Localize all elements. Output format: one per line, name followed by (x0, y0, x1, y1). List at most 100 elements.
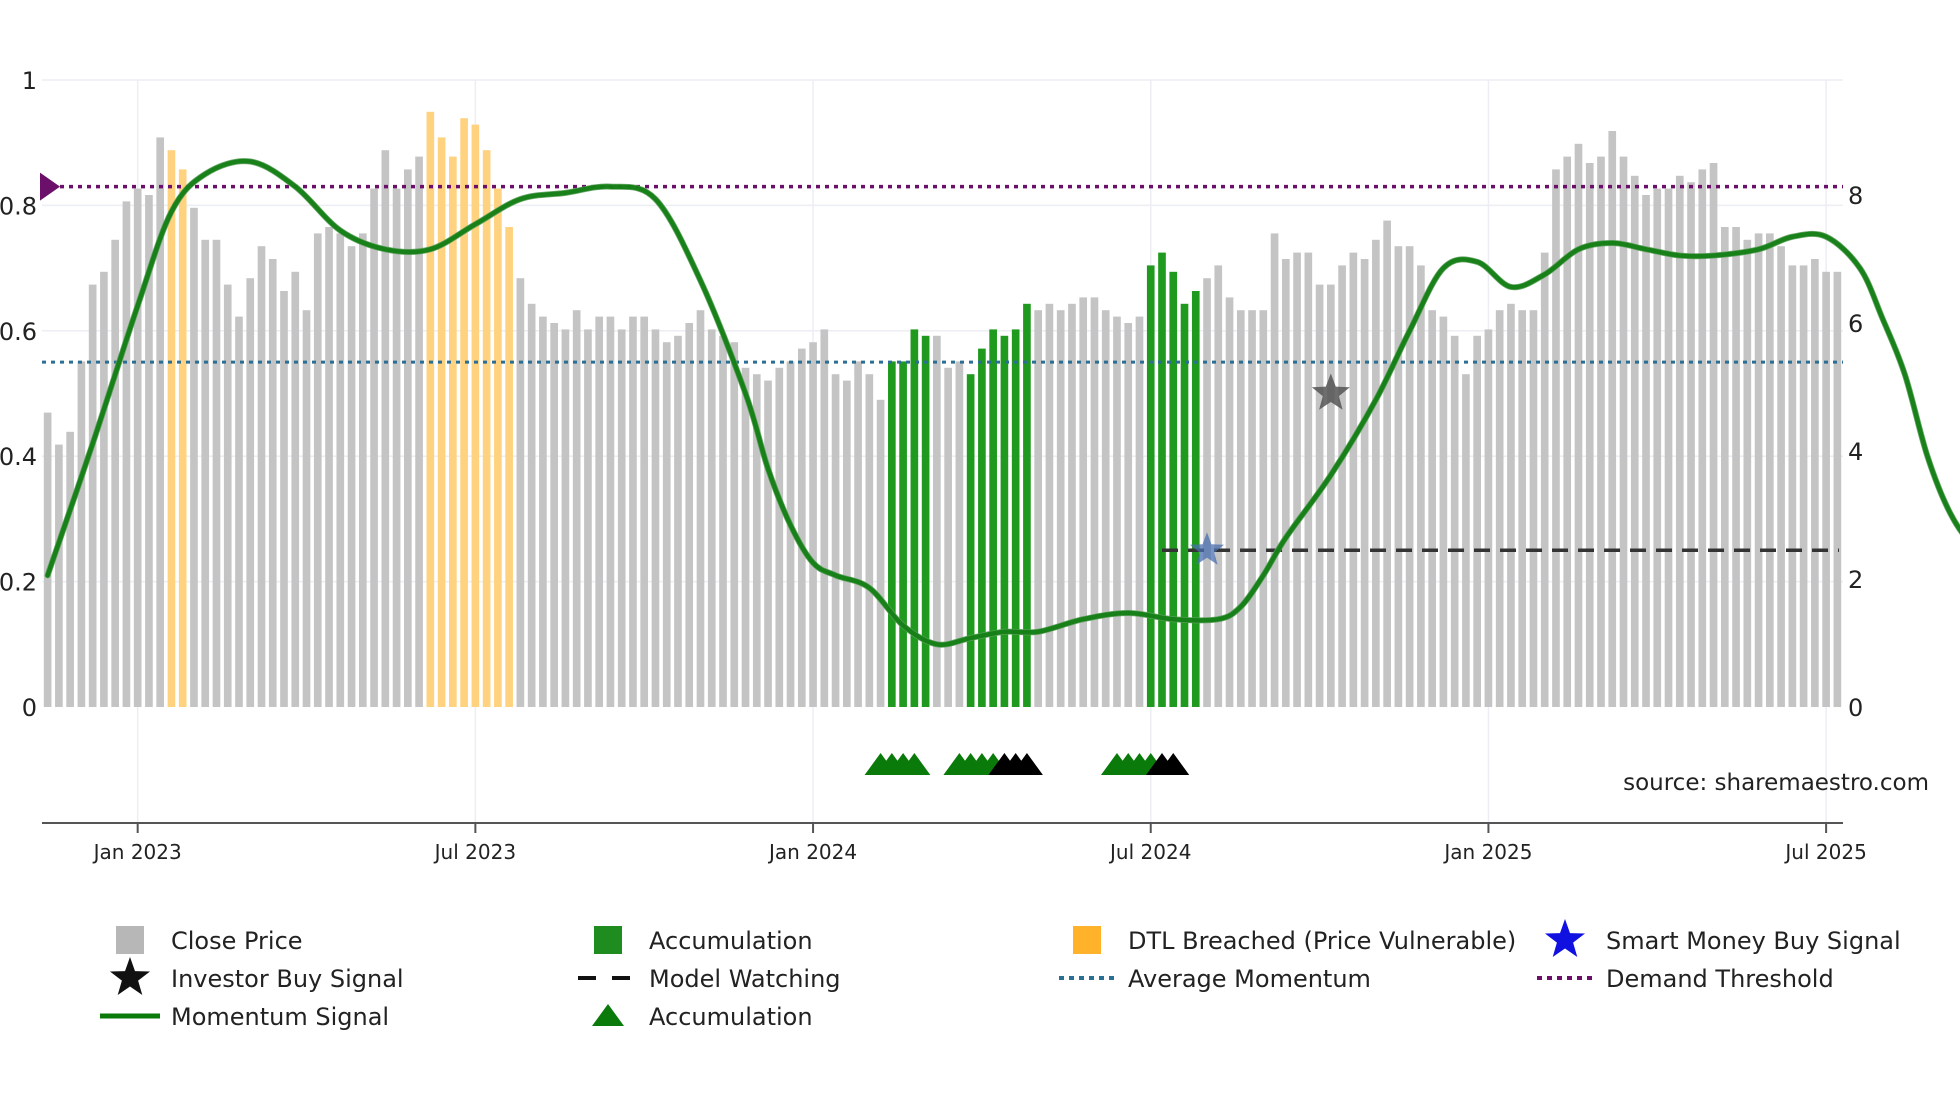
price-bar (1327, 284, 1335, 707)
price-bar (595, 316, 604, 707)
price-bar (122, 201, 131, 707)
price-bar (741, 367, 750, 707)
price-bar (629, 316, 637, 707)
price-bar (775, 367, 784, 707)
price-bar (1124, 323, 1133, 707)
x-tick-label: Jan 2023 (92, 840, 182, 864)
price-bar (370, 188, 378, 708)
price-bar (1540, 252, 1549, 707)
x-tick-label: Jan 2025 (1442, 840, 1532, 864)
legend-label: Accumulation (649, 1003, 813, 1031)
price-bar (404, 169, 412, 707)
left-tick-label: 0.6 (0, 318, 37, 346)
price-bar (1833, 271, 1842, 707)
price-bar (674, 335, 682, 707)
legend-item: Close Price (116, 926, 303, 955)
price-bar (786, 361, 795, 707)
right-tick-label: 8 (1848, 182, 1863, 210)
price-bar (268, 259, 277, 707)
left-tick-label: 1 (22, 67, 37, 95)
legend-label: DTL Breached (Price Vulnerable) (1128, 927, 1516, 955)
price-bar (764, 380, 772, 707)
right-tick-label: 6 (1848, 310, 1863, 338)
price-bar (1259, 310, 1268, 707)
price-bar (978, 348, 986, 707)
price-bar (1000, 335, 1009, 707)
price-bar (1743, 239, 1752, 708)
price-bar (1462, 374, 1470, 707)
source-note: source: sharemaestro.com (1623, 770, 1929, 796)
x-tick-label: Jan 2024 (767, 840, 857, 864)
price-bar (854, 361, 862, 707)
price-bar (1642, 195, 1650, 707)
price-bar (325, 227, 333, 707)
x-tick-label: Jul 2023 (433, 840, 516, 864)
price-bar (707, 329, 716, 707)
price-bar (606, 316, 615, 707)
price-bar (1664, 188, 1673, 708)
price-bar (471, 124, 480, 708)
price-bar (1090, 297, 1099, 707)
price-bar (809, 342, 817, 707)
price-bar (1383, 220, 1391, 707)
price-bar (1608, 131, 1617, 707)
price-bar (1169, 271, 1178, 707)
price-bar (55, 444, 63, 707)
x-tick-label: Jul 2025 (1783, 840, 1866, 864)
right-axis-ticks: 0 2 4 6 8 (1848, 182, 1863, 722)
price-bar (1788, 265, 1797, 707)
legend-star-icon (1545, 919, 1585, 957)
price-bar (1101, 310, 1110, 707)
price-bar (1495, 310, 1504, 707)
legend-label: Investor Buy Signal (171, 965, 404, 993)
price-bar (550, 323, 558, 707)
legend-label: Momentum Signal (171, 1003, 389, 1031)
price-bar (1518, 310, 1527, 707)
price-bar (133, 188, 142, 708)
price-bar (336, 233, 345, 707)
left-tick-label: 0.4 (0, 443, 37, 471)
price-bar (1248, 310, 1256, 707)
price-bar (1191, 291, 1200, 707)
legend-item: Accumulation (594, 926, 813, 955)
price-bar (145, 195, 153, 707)
x-axis-ticks: Jan 2023 Jul 2023 Jan 2024 Jul 2024 Jan 2025… (92, 840, 1867, 864)
price-bar (1304, 252, 1313, 707)
price-bar (178, 169, 187, 707)
legend-triangle-icon (592, 1004, 624, 1026)
price-bar (449, 156, 457, 708)
legend-star-icon (110, 957, 150, 995)
price-bar (1146, 265, 1155, 707)
legend-label: Close Price (171, 927, 303, 955)
price-bar (280, 291, 288, 707)
gridlines (42, 79, 1843, 823)
price-bar (1687, 182, 1695, 707)
accumulation-triangle-icon (1010, 753, 1043, 775)
price-bar (347, 246, 356, 707)
signal-markers (1189, 373, 1350, 565)
price-bar (291, 271, 300, 707)
x-tick-label: Jul 2024 (1108, 840, 1191, 864)
price-bar (1113, 316, 1121, 707)
price-bar (505, 227, 513, 707)
price-bar (223, 284, 232, 707)
legend-item: Accumulation (592, 1003, 813, 1031)
price-bar (1068, 303, 1076, 707)
price-bar (1405, 246, 1414, 707)
legend-square-icon (116, 926, 144, 954)
price-bar (1811, 259, 1819, 707)
legend-item: Momentum Signal (100, 1003, 389, 1031)
price-bar (797, 348, 806, 707)
price-bar (1281, 259, 1290, 707)
price-bar (831, 374, 840, 707)
price-bar (1135, 316, 1144, 707)
price-bar (1619, 156, 1628, 708)
price-bar (1799, 265, 1808, 707)
price-bar (842, 380, 851, 707)
accumulation-triangles (864, 753, 1190, 775)
price-bar (1225, 297, 1234, 707)
price-bar (1675, 175, 1684, 708)
price-bar (246, 278, 255, 707)
price-bar (640, 316, 649, 707)
